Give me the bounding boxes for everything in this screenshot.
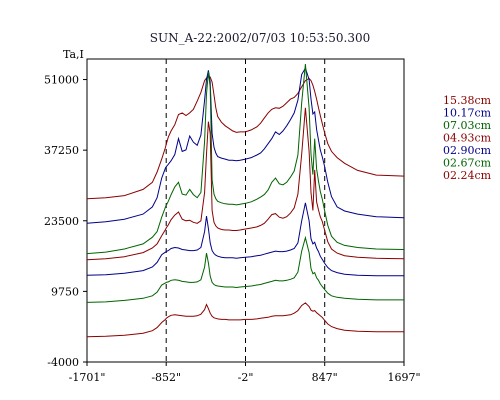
y-tick-label: 9750: [51, 285, 79, 298]
y-tick-label: 23500: [44, 215, 79, 228]
legend-entry-07.03cm: 07.03cm: [443, 119, 492, 132]
legend-entry-02.90cm: 02.90cm: [443, 144, 492, 157]
series-group: [86, 64, 405, 338]
series-line-15.38cm: [86, 75, 405, 200]
vertical-markers: [165, 59, 326, 362]
y-ticks: 51000 37250 23500 9750 -4000: [44, 74, 87, 369]
x-tick-label: 847": [312, 371, 338, 384]
y-tick-label: 37250: [44, 144, 79, 157]
legend-entry-15.38cm: 15.38cm: [443, 94, 492, 107]
series-line-02.24cm: [86, 302, 404, 338]
legend-entry-02.67cm: 02.67cm: [443, 157, 492, 170]
series-line-02.67cm: [86, 235, 404, 303]
x-tick-label: -852": [151, 371, 181, 384]
y-tick-label: -4000: [47, 356, 79, 369]
y-axis-label: Ta,I: [63, 48, 84, 61]
legend-entry-04.93cm: 04.93cm: [443, 132, 492, 145]
y-tick-label: 51000: [44, 74, 79, 87]
legend: 15.38cm10.17cm07.03cm04.93cm02.90cm02.67…: [443, 94, 492, 182]
legend-entry-02.24cm: 02.24cm: [443, 169, 492, 182]
series-line-04.93cm: [86, 107, 405, 261]
series-line-10.17cm: [86, 67, 405, 224]
x-ticks: -1701" -852" -2" 847" 1697": [69, 362, 421, 384]
x-tick-label: -2": [238, 371, 254, 384]
series-line-07.03cm: [86, 64, 405, 255]
x-tick-label: -1701": [69, 371, 106, 384]
legend-entry-10.17cm: 10.17cm: [443, 107, 492, 120]
x-tick-label: 1697": [387, 371, 420, 384]
series-line-02.90cm: [86, 202, 404, 277]
chart-title: SUN_A-22:2002/07/03 10:53:50.300: [150, 31, 370, 45]
